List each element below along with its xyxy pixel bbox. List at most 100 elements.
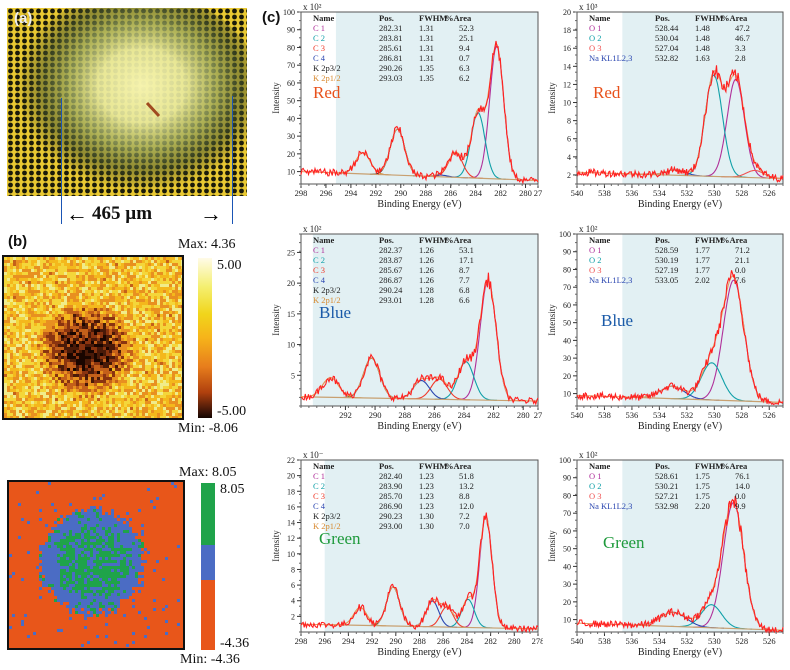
component-peak-o2: [680, 74, 748, 178]
table-cell: 1.23: [419, 501, 434, 511]
region-label: Green: [319, 529, 361, 548]
x-tick-label: 538: [598, 410, 611, 420]
table-cell: 1.35: [419, 63, 434, 73]
component-peak-c2: [444, 598, 493, 629]
y-axis-label: Intensity: [547, 530, 557, 562]
y-tick-label: 5: [291, 371, 295, 380]
table-cell: 286.81: [379, 53, 402, 63]
y-tick-label: 30: [563, 354, 571, 363]
table-cell: 1.48: [695, 33, 710, 43]
x-tick-label: 296: [318, 636, 331, 646]
table-cell: 14.0: [735, 481, 750, 491]
colorbar-c: [201, 483, 215, 650]
x-tick-label: 536: [626, 188, 639, 198]
table-header: FWHM: [695, 235, 723, 245]
y-axis-label: Intensity: [547, 304, 557, 336]
x-tick-label: 538: [598, 636, 611, 646]
y-tick-label: 20: [287, 279, 295, 288]
colorbar-segment: [201, 579, 215, 650]
xps-c1s-green-chart: 2 4 6 8 10 12 14 16 18 20 22 298 296 294 292 290 288 286 2…: [271, 450, 543, 658]
table-cell: 527.21: [655, 491, 678, 501]
intensity-map-continuous: [2, 255, 184, 420]
optical-micrograph: [7, 8, 247, 196]
table-cell: 1.75: [695, 491, 710, 501]
scale-arrow-right-icon: →: [200, 201, 222, 226]
background-line: [312, 396, 539, 402]
y-axis-label: Intensity: [271, 304, 281, 336]
y-tick-label: 6: [291, 581, 295, 590]
y-tick-label: 30: [287, 132, 295, 141]
xps-c1s-red-chart: 10 20 30 40 50 60 70 80 90 100 298 296 294 292 290 288 2…: [271, 2, 542, 210]
xps-c1s-blue-chart: 5 10 15 20 25 292 290 288 286 284 282 280 27 Binding …: [271, 224, 543, 432]
x-tick-label: 27: [534, 410, 543, 420]
y-multiplier: x 10²: [303, 2, 322, 12]
colorbar-b-max: Max: 4.36: [178, 237, 236, 252]
x-tick-label: 530: [708, 636, 721, 646]
x-tick-label: 534: [653, 636, 667, 646]
background-line: [335, 172, 539, 182]
y-tick-label: 18: [563, 26, 571, 35]
x-tick-label: 288: [413, 636, 426, 646]
table-cell: 1.23: [419, 471, 434, 481]
x-tick-label: 282: [494, 188, 507, 198]
y-tick-label: 50: [563, 545, 571, 554]
table-row-name: O 2: [589, 481, 602, 491]
x-tick-label: 534: [653, 410, 667, 420]
colorbar-b-bottom-tick: -5.00: [217, 404, 247, 419]
x-tick-label: 284: [469, 188, 483, 198]
y-tick-label: 80: [563, 491, 571, 500]
x-axis-label: Binding Energy (eV): [638, 421, 722, 432]
x-tick-label: 534: [653, 188, 667, 198]
x-tick-label: 298: [295, 188, 308, 198]
fit-region-shade: [324, 460, 538, 632]
table-cell: 52.3: [459, 23, 474, 33]
background-line: [622, 396, 784, 404]
table-row-name: C 4: [313, 275, 326, 285]
y-multiplier: x 10³: [579, 2, 598, 12]
colorbar-c-max: Max: 8.05: [179, 465, 237, 480]
y-tick-label: 12: [563, 80, 571, 89]
table-cell: 528.59: [655, 245, 678, 255]
x-tick-label: 292: [369, 188, 382, 198]
table-header: Pos.: [655, 461, 670, 471]
y-tick-label: 4: [567, 153, 571, 162]
table-cell: 1.48: [695, 23, 710, 33]
x-tick-label: 280: [508, 636, 521, 646]
table-cell: 1.77: [695, 265, 710, 275]
table-cell: 293.01: [379, 295, 402, 305]
table-cell: 1.26: [419, 255, 434, 265]
x-axis-label: Binding Energy (eV): [638, 647, 722, 658]
y-tick-label: 8: [291, 565, 295, 574]
x-tick-label: 290: [369, 410, 382, 420]
x-tick-label: 532: [680, 188, 693, 198]
table-row-name: C 1: [313, 245, 325, 255]
x-tick-label: 284: [461, 636, 475, 646]
table-cell: 286.90: [379, 501, 402, 511]
colorbar-b-top-tick: 5.00: [217, 258, 242, 273]
raw-spectrum: [300, 40, 539, 185]
table-cell: 1.31: [419, 53, 434, 63]
x-tick-label: 286: [437, 636, 450, 646]
peak-table: Name Pos. FWHM%Area C 1 282.37 1.26 53.1 C 2 283…: [313, 235, 474, 305]
intensity-map-image: [4, 257, 184, 419]
raw-spectrum: [300, 512, 539, 633]
x-tick-label: 540: [571, 636, 584, 646]
y-tick-label: 70: [563, 509, 571, 518]
x-tick-label: 536: [626, 636, 639, 646]
table-cell: 1.48: [695, 43, 710, 53]
y-tick-label: 70: [563, 283, 571, 292]
table-cell: 0.7: [459, 53, 470, 63]
table-cell: 1.23: [419, 491, 434, 501]
table-cell: 1.26: [419, 275, 434, 285]
y-tick-label: 20: [287, 150, 295, 159]
table-row-name: O 1: [589, 471, 602, 481]
table-cell: 532.98: [655, 501, 678, 511]
colorbar-segment: [201, 544, 215, 580]
y-tick-label: 60: [563, 301, 571, 310]
table-cell: 532.82: [655, 53, 678, 63]
colorbar-segment: [201, 483, 215, 545]
table-header: Pos.: [655, 235, 670, 245]
table-cell: 1.75: [695, 471, 710, 481]
x-tick-label: 284: [458, 410, 472, 420]
table-cell: 1.31: [419, 43, 434, 53]
